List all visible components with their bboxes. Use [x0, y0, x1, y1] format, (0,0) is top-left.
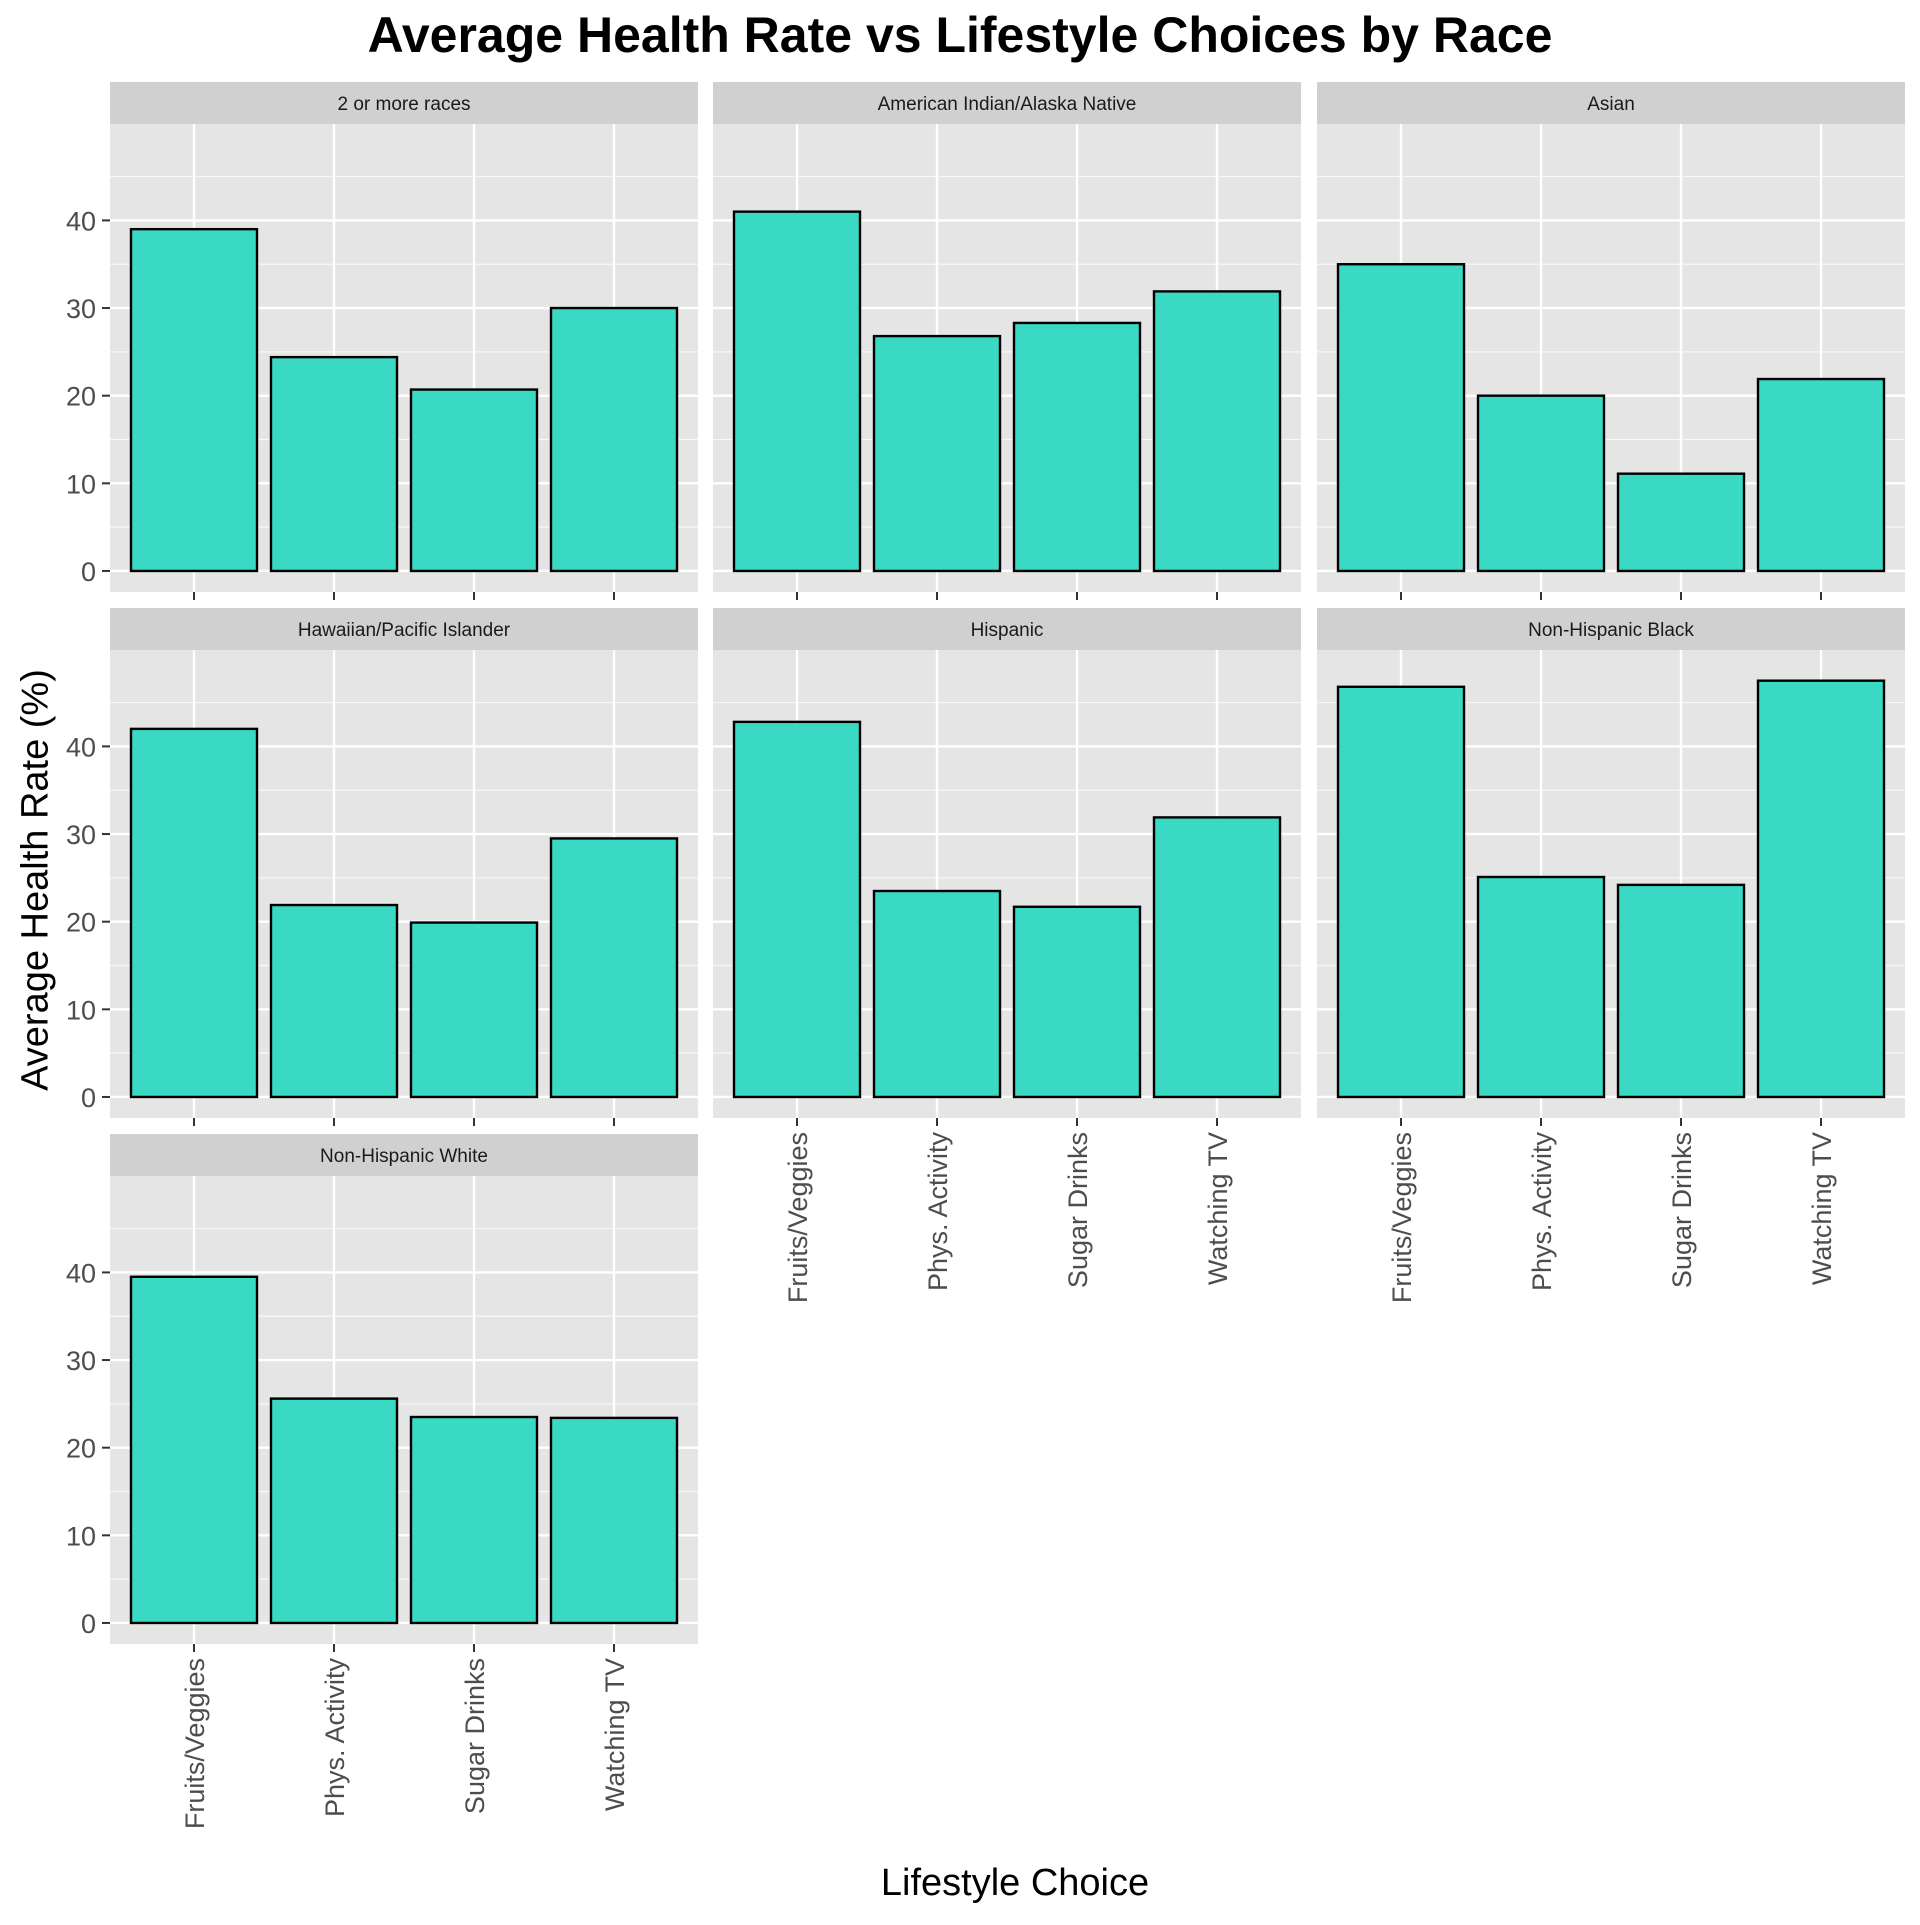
x-tick-label: Phys. Activity — [923, 1132, 953, 1292]
chart-title: Average Health Rate vs Lifestyle Choices… — [367, 7, 1553, 63]
y-tick-label: 10 — [66, 1521, 96, 1551]
facet-panel: Asian — [1317, 82, 1905, 600]
y-tick-label: 20 — [66, 382, 96, 412]
facet-label: American Indian/Alaska Native — [878, 94, 1137, 115]
x-tick-label: Fruits/Veggies — [1387, 1132, 1417, 1303]
y-tick-label: 10 — [66, 469, 96, 499]
bar — [409, 388, 539, 573]
facet-panel: Hawaiian/Pacific Islander 0 10 20 30 40 — [66, 608, 698, 1126]
facet-label: Hawaiian/Pacific Islander — [298, 620, 511, 641]
y-tick-label: 30 — [66, 820, 96, 850]
x-tick-label: Fruits/Veggies — [783, 1132, 813, 1303]
bar — [129, 227, 259, 573]
bar — [129, 1275, 259, 1625]
bar — [1336, 263, 1466, 573]
facet-strip — [713, 608, 1301, 650]
bar — [549, 306, 679, 573]
facet-strip — [110, 1134, 698, 1176]
y-tick-label: 0 — [81, 1083, 96, 1113]
x-tick-label: Sugar Drinks — [1063, 1132, 1093, 1288]
facet-strip — [713, 82, 1301, 124]
bar — [1152, 816, 1282, 1099]
facet-label: 2 or more races — [337, 94, 470, 115]
y-tick-label: 0 — [81, 557, 96, 587]
y-tick-label: 30 — [66, 294, 96, 324]
y-tick-label: 40 — [66, 206, 96, 236]
bar — [1336, 685, 1466, 1099]
facet-strip — [1317, 608, 1905, 650]
bar — [409, 921, 539, 1099]
bar — [1012, 905, 1142, 1099]
y-tick-label: 20 — [66, 908, 96, 938]
facet-strip — [110, 82, 698, 124]
y-tick-label: 20 — [66, 1434, 96, 1464]
x-tick-label: Watching TV — [1807, 1132, 1837, 1285]
bar — [1756, 679, 1886, 1099]
bar — [872, 889, 1002, 1099]
x-tick-label: Watching TV — [1203, 1132, 1233, 1285]
bar — [549, 837, 679, 1099]
facet-strip — [1317, 82, 1905, 124]
facet-panel: Non-Hispanic White 0 10 20 30 40 Fruits/Veggie… — [66, 1134, 698, 1829]
facet-panel: Hispanic Fruits/Veggies Phys. Activity Suga… — [713, 608, 1301, 1303]
facet-strip — [110, 608, 698, 650]
x-tick-label: Sugar Drinks — [460, 1658, 490, 1814]
bar — [1616, 472, 1746, 573]
facet-label: Hispanic — [971, 620, 1044, 641]
y-tick-label: 10 — [66, 995, 96, 1025]
y-tick-label: 40 — [66, 1258, 96, 1288]
bar — [269, 355, 399, 573]
x-tick-label: Fruits/Veggies — [180, 1658, 210, 1829]
y-tick-label: 40 — [66, 732, 96, 762]
facet-panel: American Indian/Alaska Native — [713, 82, 1301, 600]
x-tick-label: Phys. Activity — [320, 1658, 350, 1818]
x-tick-label: Watching TV — [600, 1658, 630, 1811]
bar — [269, 1397, 399, 1625]
y-tick-label: 0 — [81, 1609, 96, 1639]
y-axis-title: Average Health Rate (%) — [14, 669, 57, 1091]
bar — [1012, 321, 1142, 573]
x-axis-title: Lifestyle Choice — [880, 1862, 1150, 1904]
bar — [1476, 394, 1606, 573]
facet-label: Asian — [1587, 94, 1635, 115]
y-tick-label: 30 — [66, 1346, 96, 1376]
facet-label: Non-Hispanic White — [320, 1146, 488, 1167]
bar — [732, 720, 862, 1099]
bar — [269, 903, 399, 1099]
x-tick-label: Phys. Activity — [1527, 1132, 1557, 1292]
bar — [549, 1416, 679, 1625]
bar — [1756, 377, 1886, 573]
bar — [1616, 883, 1746, 1099]
bar — [732, 210, 862, 573]
bar — [1152, 290, 1282, 573]
facet-panel: 2 or more races 0 10 20 30 40 — [66, 82, 698, 600]
facet-label: Non-Hispanic Black — [1528, 620, 1694, 641]
bar — [872, 334, 1002, 573]
bar — [1476, 875, 1606, 1099]
x-tick-label: Sugar Drinks — [1667, 1132, 1697, 1288]
facet-panel: Non-Hispanic Black Fruits/Veggies Phys. Ac… — [1317, 608, 1905, 1303]
bar — [409, 1415, 539, 1625]
bar — [129, 727, 259, 1099]
